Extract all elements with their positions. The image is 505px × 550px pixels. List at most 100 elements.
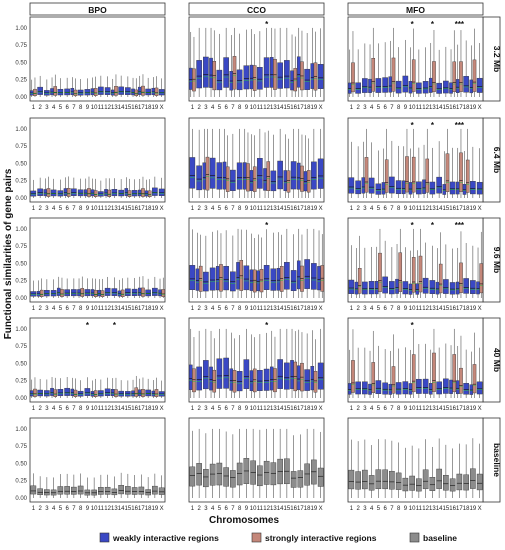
box-baseline bbox=[416, 478, 422, 492]
box-interactive bbox=[209, 267, 216, 291]
x-tick-label: 10 bbox=[250, 105, 257, 111]
row-label: 40 Mb bbox=[492, 348, 502, 372]
box-baseline bbox=[111, 488, 118, 496]
box-interactive bbox=[257, 67, 263, 90]
x-tick-label: 12 bbox=[422, 406, 429, 412]
significance-mark: * bbox=[431, 20, 435, 29]
box-strong bbox=[141, 287, 145, 297]
box-interactive bbox=[257, 158, 263, 189]
x-tick-label: 6 bbox=[65, 105, 69, 111]
box-interactive bbox=[256, 270, 261, 292]
x-tick-label: 9 bbox=[245, 105, 249, 111]
box-interactive bbox=[296, 56, 301, 88]
x-tick-label: 1 bbox=[32, 105, 36, 111]
box-strong bbox=[378, 252, 382, 292]
x-tick-label: 6 bbox=[65, 406, 69, 412]
box-interactive bbox=[304, 369, 310, 391]
box-interactive bbox=[296, 260, 301, 290]
box-interactive bbox=[284, 362, 290, 390]
x-tick-label: 5 bbox=[59, 406, 63, 412]
box-interactive bbox=[355, 180, 361, 195]
x-tick-label: 13 bbox=[270, 105, 277, 111]
box-interactive bbox=[382, 382, 388, 395]
box-strong bbox=[452, 354, 457, 393]
x-tick-label: 16 bbox=[290, 406, 297, 412]
box-interactive bbox=[348, 177, 355, 194]
box-strong bbox=[313, 371, 318, 393]
box-interactive bbox=[284, 60, 290, 89]
box-interactive bbox=[408, 383, 413, 395]
box-interactive bbox=[104, 87, 111, 95]
x-tick-label: 3 bbox=[45, 206, 49, 212]
box-interactive bbox=[209, 157, 216, 189]
x-tick-label: 5 bbox=[218, 306, 222, 312]
box-interactive bbox=[435, 281, 440, 295]
x-tick-label: 2 bbox=[38, 206, 42, 212]
box-interactive bbox=[375, 183, 382, 195]
box-interactive bbox=[236, 69, 243, 91]
box-strong bbox=[107, 189, 112, 197]
x-tick-label: X bbox=[319, 105, 323, 111]
box-interactive bbox=[443, 378, 449, 394]
x-tick-label: 16 bbox=[290, 506, 297, 512]
box-strong bbox=[371, 362, 376, 393]
x-tick-label: 14 bbox=[277, 105, 284, 111]
box-strong bbox=[479, 263, 484, 294]
significance-mark: * bbox=[411, 121, 415, 130]
x-tick-label: 17 bbox=[138, 105, 145, 111]
box-interactive bbox=[270, 268, 277, 291]
x-tick-label: 6 bbox=[383, 506, 387, 512]
x-tick-label: 2 bbox=[197, 105, 201, 111]
x-tick-label: 13 bbox=[111, 306, 118, 312]
box-baseline bbox=[375, 469, 382, 490]
box-strong bbox=[273, 368, 277, 393]
box-strong bbox=[147, 190, 152, 198]
box-interactive bbox=[131, 288, 138, 297]
box-baseline bbox=[236, 462, 243, 486]
y-tick-label: 0.75 bbox=[15, 344, 27, 350]
box-interactive bbox=[64, 289, 70, 297]
box-interactive bbox=[476, 77, 483, 93]
box-interactive bbox=[223, 265, 229, 291]
box-interactive bbox=[395, 382, 402, 395]
x-tick-label: 18 bbox=[145, 306, 152, 312]
row-label: baseline bbox=[492, 443, 502, 477]
box-interactive bbox=[111, 288, 118, 296]
box-interactive bbox=[470, 280, 476, 294]
box-interactive bbox=[230, 169, 236, 191]
box-interactive bbox=[395, 180, 402, 195]
box-baseline bbox=[348, 469, 355, 490]
significance-mark: * bbox=[265, 221, 269, 230]
x-tick-label: 12 bbox=[104, 506, 111, 512]
x-tick-label: 2 bbox=[356, 105, 360, 111]
legend-label: weakly interactive regions bbox=[112, 533, 219, 543]
x-tick-label: 3 bbox=[363, 105, 367, 111]
box-interactive bbox=[145, 88, 151, 96]
box-strong bbox=[279, 266, 284, 292]
box-interactive bbox=[189, 265, 196, 291]
x-tick-label: 17 bbox=[456, 306, 463, 312]
box-baseline bbox=[368, 475, 375, 491]
x-tick-label: 17 bbox=[456, 206, 463, 212]
box-strong bbox=[205, 156, 210, 191]
x-tick-label: 13 bbox=[270, 506, 277, 512]
x-tick-label: 10 bbox=[409, 406, 416, 412]
significance-mark: * bbox=[411, 221, 415, 230]
x-tick-label: 3 bbox=[45, 506, 49, 512]
box-strong bbox=[93, 290, 98, 297]
x-tick-label: 8 bbox=[238, 506, 242, 512]
x-tick-label: X bbox=[160, 105, 164, 111]
x-tick-label: 16 bbox=[449, 506, 456, 512]
box-interactive bbox=[368, 281, 375, 295]
box-interactive bbox=[257, 370, 263, 391]
x-tick-label: 10 bbox=[250, 406, 257, 412]
box-interactive bbox=[104, 189, 108, 197]
box-interactive bbox=[443, 80, 449, 94]
x-tick-label: 2 bbox=[356, 306, 360, 312]
box-interactive bbox=[137, 389, 142, 397]
row-label: 9.6 Mb bbox=[492, 247, 502, 273]
x-tick-label: 2 bbox=[38, 306, 42, 312]
box-interactive bbox=[236, 262, 240, 290]
box-interactive bbox=[304, 68, 310, 90]
box-interactive bbox=[416, 181, 422, 195]
